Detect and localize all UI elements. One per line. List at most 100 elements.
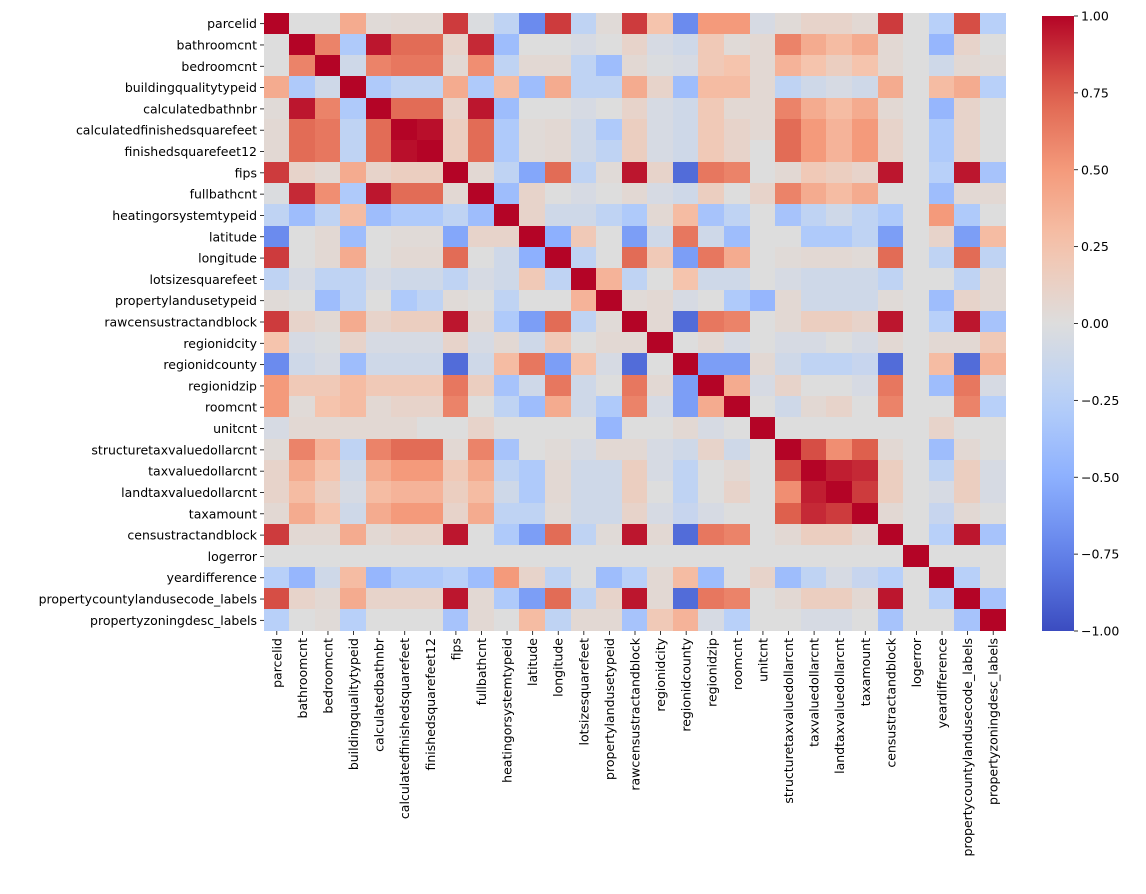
heatmap-cell-unitcnt-regionidzip bbox=[698, 417, 725, 440]
heatmap-cell-parcelid-rawcensustractandblock bbox=[622, 13, 648, 35]
heatmap-cell-fips-landtaxvaluedollarcnt bbox=[826, 162, 853, 184]
heatmap-cell-latitude-censustractandblock bbox=[878, 226, 904, 248]
heatmap-cell-roomcnt-parcelid bbox=[264, 396, 290, 418]
heatmap-cell-lotsizesquarefeet-logerror bbox=[903, 268, 930, 291]
heatmap-cell-bathroomcnt-calculatedbathnbr bbox=[366, 34, 392, 56]
heatmap-cell-finishedsquarefeet12-regionidcounty bbox=[673, 140, 699, 163]
heatmap-cell-taxamount-propertylandusetypeid bbox=[596, 503, 623, 525]
heatmap-cell-calculatedbathnbr-regionidzip bbox=[698, 98, 725, 120]
heatmap-cell-latitude-taxamount bbox=[852, 226, 879, 248]
y-tick-label: bathroomcnt bbox=[177, 37, 258, 52]
heatmap-cell-yeardifference-regionidcity bbox=[647, 567, 674, 589]
heatmap-cell-regionidcity-bathroomcnt bbox=[289, 332, 316, 354]
heatmap-cell-rawcensustractandblock-bedroomcnt bbox=[315, 311, 341, 333]
heatmap-cell-parcelid-taxamount bbox=[852, 13, 879, 35]
heatmap-cell-regionidzip-censustractandblock bbox=[878, 375, 904, 397]
heatmap-cell-propertylandusetypeid-propertylandusetypeid bbox=[596, 290, 623, 312]
heatmap-cell-propertyzoningdesc_labels-censustractandblock bbox=[878, 609, 904, 631]
heatmap-cell-roomcnt-taxamount bbox=[852, 396, 879, 418]
heatmap-cell-rawcensustractandblock-taxvaluedollarcnt bbox=[801, 311, 827, 333]
heatmap-cell-longitude-regionidcounty bbox=[673, 247, 699, 269]
heatmap-cell-taxamount-landtaxvaluedollarcnt bbox=[826, 503, 853, 525]
heatmap-cell-fullbathcnt-regionidcity bbox=[647, 183, 674, 205]
heatmap-cell-fips-structuretaxvaluedollarcnt bbox=[775, 162, 802, 184]
x-tick-label: longitude bbox=[551, 638, 566, 697]
heatmap-cell-calculatedbathnbr-taxamount bbox=[852, 98, 879, 120]
heatmap-cell-fips-taxvaluedollarcnt bbox=[801, 162, 827, 184]
heatmap-cell-regionidzip-structuretaxvaluedollarcnt bbox=[775, 375, 802, 397]
heatmap-cell-regionidcity-rawcensustractandblock bbox=[622, 332, 648, 354]
heatmap-cell-fullbathcnt-lotsizesquarefeet bbox=[571, 183, 597, 205]
heatmap-cell-fullbathcnt-fips bbox=[443, 183, 469, 205]
heatmap-cell-censustractandblock-calculatedfinishedsquarefeet bbox=[391, 524, 418, 546]
x-tick-label: fips bbox=[448, 638, 463, 660]
heatmap-cell-roomcnt-propertylandusetypeid bbox=[596, 396, 623, 418]
heatmap-cells bbox=[264, 13, 1006, 631]
heatmap-cell-regionidcity-censustractandblock bbox=[878, 332, 904, 354]
heatmap-cell-yeardifference-unitcnt bbox=[750, 567, 776, 589]
heatmap-cell-finishedsquarefeet12-unitcnt bbox=[750, 140, 776, 163]
heatmap-cell-rawcensustractandblock-landtaxvaluedollarcnt bbox=[826, 311, 853, 333]
x-tick-label: heatingorsystemtypeid bbox=[500, 638, 515, 783]
heatmap-cell-regionidzip-lotsizesquarefeet bbox=[571, 375, 597, 397]
heatmap-cell-heatingorsystemtypeid-propertylandusetypeid bbox=[596, 204, 623, 227]
heatmap-cell-structuretaxvaluedollarcnt-fullbathcnt bbox=[468, 439, 495, 461]
heatmap-cell-lotsizesquarefeet-buildingqualitytypeid bbox=[340, 268, 367, 291]
heatmap-cell-latitude-regionidcounty bbox=[673, 226, 699, 248]
heatmap-cell-logerror-calculatedfinishedsquarefeet bbox=[391, 545, 418, 568]
heatmap-cell-structuretaxvaluedollarcnt-landtaxvaluedollarcnt bbox=[826, 439, 853, 461]
heatmap-cell-logerror-propertycountylandusecode_labels bbox=[954, 545, 981, 568]
heatmap-cell-landtaxvaluedollarcnt-roomcnt bbox=[724, 481, 751, 504]
x-tick-label: yeardifference bbox=[935, 638, 950, 729]
heatmap-cell-rawcensustractandblock-propertyzoningdesc_labels bbox=[980, 311, 1006, 333]
heatmap-cell-calculatedbathnbr-propertyzoningdesc_labels bbox=[980, 98, 1006, 120]
heatmap-cell-fullbathcnt-propertycountylandusecode_labels bbox=[954, 183, 981, 205]
heatmap-cell-fips-fullbathcnt bbox=[468, 162, 495, 184]
heatmap-cell-roomcnt-regionidcounty bbox=[673, 396, 699, 418]
heatmap-cell-roomcnt-rawcensustractandblock bbox=[622, 396, 648, 418]
heatmap-cell-calculatedfinishedsquarefeet-propertylandusetypeid bbox=[596, 119, 623, 141]
heatmap-cell-unitcnt-regionidcounty bbox=[673, 417, 699, 440]
heatmap-cell-landtaxvaluedollarcnt-regionidzip bbox=[698, 481, 725, 504]
heatmap-cell-propertycountylandusecode_labels-calculatedfinishedsquarefeet bbox=[391, 588, 418, 610]
heatmap-cell-propertylandusetypeid-yeardifference bbox=[929, 290, 955, 312]
heatmap-cell-finishedsquarefeet12-taxvaluedollarcnt bbox=[801, 140, 827, 163]
heatmap-cell-roomcnt-latitude bbox=[519, 396, 546, 418]
heatmap-cell-taxvaluedollarcnt-regionidzip bbox=[698, 460, 725, 482]
heatmap-cell-propertycountylandusecode_labels-taxamount bbox=[852, 588, 879, 610]
heatmap-cell-calculatedfinishedsquarefeet-roomcnt bbox=[724, 119, 751, 141]
heatmap-cell-regionidcounty-regionidcounty bbox=[673, 353, 699, 376]
heatmap-cell-latitude-fips bbox=[443, 226, 469, 248]
heatmap-cell-fullbathcnt-longitude bbox=[545, 183, 572, 205]
y-tick-label: unitcnt bbox=[213, 421, 257, 436]
heatmap-cell-censustractandblock-unitcnt bbox=[750, 524, 776, 546]
heatmap-cell-bathroomcnt-fullbathcnt bbox=[468, 34, 495, 56]
heatmap-cell-buildingqualitytypeid-structuretaxvaluedollarcnt bbox=[775, 76, 802, 99]
heatmap-cell-propertyzoningdesc_labels-latitude bbox=[519, 609, 546, 631]
heatmap-cell-lotsizesquarefeet-finishedsquarefeet12 bbox=[417, 268, 444, 291]
heatmap-cell-heatingorsystemtypeid-censustractandblock bbox=[878, 204, 904, 227]
heatmap-cell-regionidzip-regionidcity bbox=[647, 375, 674, 397]
heatmap-cell-regionidcity-propertycountylandusecode_labels bbox=[954, 332, 981, 354]
heatmap-cell-regionidzip-bathroomcnt bbox=[289, 375, 316, 397]
heatmap-cell-heatingorsystemtypeid-regionidzip bbox=[698, 204, 725, 227]
heatmap-cell-landtaxvaluedollarcnt-taxamount bbox=[852, 481, 879, 504]
heatmap-cell-propertylandusetypeid-propertycountylandusecode_labels bbox=[954, 290, 981, 312]
heatmap-cell-regionidcity-lotsizesquarefeet bbox=[571, 332, 597, 354]
heatmap-cell-bedroomcnt-latitude bbox=[519, 55, 546, 77]
heatmap-cell-regionidcity-bedroomcnt bbox=[315, 332, 341, 354]
x-tick-label: rawcensustractandblock bbox=[628, 637, 643, 790]
heatmap-cell-taxamount-fullbathcnt bbox=[468, 503, 495, 525]
heatmap-cell-fullbathcnt-taxvaluedollarcnt bbox=[801, 183, 827, 205]
heatmap-cell-regionidcounty-taxvaluedollarcnt bbox=[801, 353, 827, 376]
heatmap-cell-fullbathcnt-regionidcounty bbox=[673, 183, 699, 205]
heatmap-cell-bedroomcnt-propertycountylandusecode_labels bbox=[954, 55, 981, 77]
heatmap-cell-calculatedfinishedsquarefeet-censustractandblock bbox=[878, 119, 904, 141]
heatmap-cell-calculatedbathnbr-unitcnt bbox=[750, 98, 776, 120]
heatmap-cell-lotsizesquarefeet-longitude bbox=[545, 268, 572, 291]
heatmap-cell-taxamount-rawcensustractandblock bbox=[622, 503, 648, 525]
heatmap-cell-finishedsquarefeet12-calculatedbathnbr bbox=[366, 140, 392, 163]
heatmap-cell-regionidcounty-calculatedbathnbr bbox=[366, 353, 392, 376]
y-tick-label: fips bbox=[235, 165, 257, 180]
heatmap-cell-buildingqualitytypeid-propertyzoningdesc_labels bbox=[980, 76, 1006, 99]
